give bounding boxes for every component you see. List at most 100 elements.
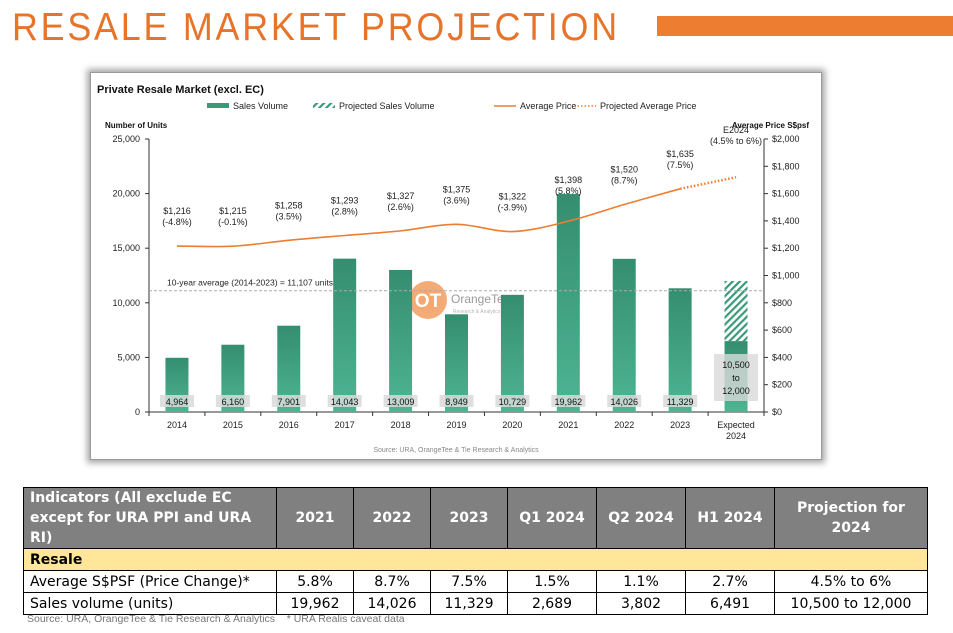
bar-value-label: 10,729 (499, 397, 527, 407)
table-row: Sales volume (units) 19,962 14,026 11,32… (23, 592, 928, 615)
bar-label-bg (607, 395, 642, 407)
watermark-logo-text: OT (415, 291, 442, 312)
x-tick-label: 2015 (223, 420, 243, 430)
bar-sales-volume (668, 288, 692, 412)
table-row: Average S$PSF (Price Change)* 5.8% 8.7% … (23, 570, 928, 593)
y2-tick-label: $1,200 (772, 243, 800, 253)
chart-panel: Private Resale Market (excl. EC) Sales V… (90, 72, 822, 460)
bar-label-bg (327, 395, 362, 407)
bar-value-label: 14,043 (331, 397, 359, 407)
price-data-label: $1,398 (555, 175, 583, 185)
legend-swatch-sales-volume (207, 103, 229, 108)
y2-tick-label: $2,000 (772, 134, 800, 144)
bar-sales-volume (612, 258, 636, 412)
table-header-row: Indicators (All exclude EC except for UR… (23, 487, 928, 549)
bar-value-label: 19,962 (555, 397, 583, 407)
indicators-table: Indicators (All exclude EC except for UR… (23, 487, 928, 615)
price-data-label: $1,216 (163, 206, 191, 216)
bar-projected-sales-volume (724, 280, 748, 342)
bar-value-label: 7,901 (278, 397, 301, 407)
projected-average-price-line (679, 175, 737, 191)
watermark-logo-circle (409, 281, 447, 319)
section-row-resale: Resale (23, 548, 928, 571)
price-data-label: $1,258 (275, 200, 303, 210)
price-data-label: $1,215 (219, 206, 247, 216)
bar-sales-volume (500, 294, 524, 412)
y-tick-label: 20,000 (112, 189, 140, 199)
bar-label-bg (551, 395, 586, 407)
bar-label-bg (495, 395, 530, 407)
bar-value-label: 6,160 (222, 397, 245, 407)
resale-market-chart: Private Resale Market (excl. EC) Sales V… (97, 84, 809, 454)
legend-swatch-projected-sales (313, 103, 335, 108)
chart-source: Source: URA, OrangeTee & Tie Research & … (373, 447, 539, 454)
price-data-label: E2024 (723, 125, 749, 135)
legend-item: Average Price (494, 101, 576, 111)
bar-label-bg (159, 395, 194, 407)
header-indicators: Indicators (All exclude EC except for UR… (23, 487, 277, 549)
chart-title: Private Resale Market (excl. EC) (97, 84, 264, 96)
average-price-line (176, 188, 681, 248)
bar-value-label: 13,009 (387, 397, 415, 407)
legend-item: Projected Average Price (574, 101, 696, 111)
title-accent-bar (657, 16, 953, 36)
bar-value-label: to (732, 373, 740, 383)
x-tick-label: 2018 (391, 420, 411, 430)
table-cell: 4.5% to 6% (774, 570, 928, 593)
y-tick-label: 5,000 (117, 352, 140, 362)
x-tick-label: 2023 (670, 420, 690, 430)
page-title: RESALE MARKET PROJECTION (12, 6, 620, 49)
bar-label-bg (271, 395, 306, 407)
price-data-label: (3.5%) (276, 211, 303, 221)
y2-tick-label: $600 (772, 325, 792, 335)
price-data-label: $1,322 (499, 192, 527, 202)
legend-item: Projected Sales Volume (313, 101, 435, 111)
table-cell: 10,500 to 12,000 (774, 592, 928, 615)
bar-sales-volume (333, 258, 357, 412)
y-tick-label: 25,000 (112, 134, 140, 144)
row-label: Sales volume (units) (23, 592, 277, 615)
x-tick-label: 2016 (279, 420, 299, 430)
price-data-label: (2.6%) (387, 202, 414, 212)
table-cell: 19,962 (276, 592, 354, 615)
watermark-sub: Research & Analytics (453, 309, 501, 315)
y2-tick-label: $1,600 (772, 189, 800, 199)
price-data-label: (3.6%) (443, 195, 470, 205)
bar-value-label: 4,964 (166, 397, 189, 407)
table-cell: 14,026 (353, 592, 431, 615)
price-data-label: $1,375 (443, 184, 471, 194)
bar-value-label: 12,000 (722, 386, 750, 396)
table-cell: 5.8% (276, 570, 354, 593)
legend-label: Projected Average Price (600, 101, 696, 111)
bar-sales-volume (389, 269, 413, 412)
bar-sales-volume (445, 314, 468, 412)
table-cell: 6,491 (685, 592, 775, 615)
legend-label: Projected Sales Volume (339, 101, 435, 111)
y-tick-label: 10,000 (112, 298, 140, 308)
price-data-label: (2.8%) (331, 207, 358, 217)
bar-value-label: 10,500 (722, 360, 750, 370)
y-tick-label: 0 (135, 407, 140, 417)
price-data-label: (8.7%) (611, 176, 638, 186)
x-tick-label: 2024 (726, 431, 746, 441)
table-cell: 2,689 (507, 592, 597, 615)
x-tick-label: Expected (717, 420, 755, 430)
legend-label: Sales Volume (233, 101, 288, 111)
table-cell: 3,802 (596, 592, 686, 615)
legend-item: Sales Volume (207, 101, 288, 111)
header-2021: 2021 (276, 487, 354, 549)
y2-tick-label: $1,000 (772, 271, 800, 281)
table-cell: 1.1% (596, 570, 686, 593)
bar-label-bg (439, 395, 474, 407)
chart-legend: Sales Volume Projected Sales Volume Averag… (207, 101, 696, 111)
table-cell: 1.5% (507, 570, 597, 593)
table-cell: 2.7% (685, 570, 775, 593)
ten-year-average-label: 10-year average (2014-2023) = 11,107 uni… (167, 278, 333, 288)
bar-sales-volume (556, 194, 580, 412)
price-data-label: (4.5% to 6%) (710, 136, 762, 146)
x-tick-label: 2017 (335, 420, 355, 430)
legend-label: Average Price (520, 101, 576, 111)
y2-axis-title: Average Price S$psf (732, 121, 809, 130)
header-h1-2024: H1 2024 (685, 487, 775, 549)
x-tick-label: 2014 (167, 420, 187, 430)
